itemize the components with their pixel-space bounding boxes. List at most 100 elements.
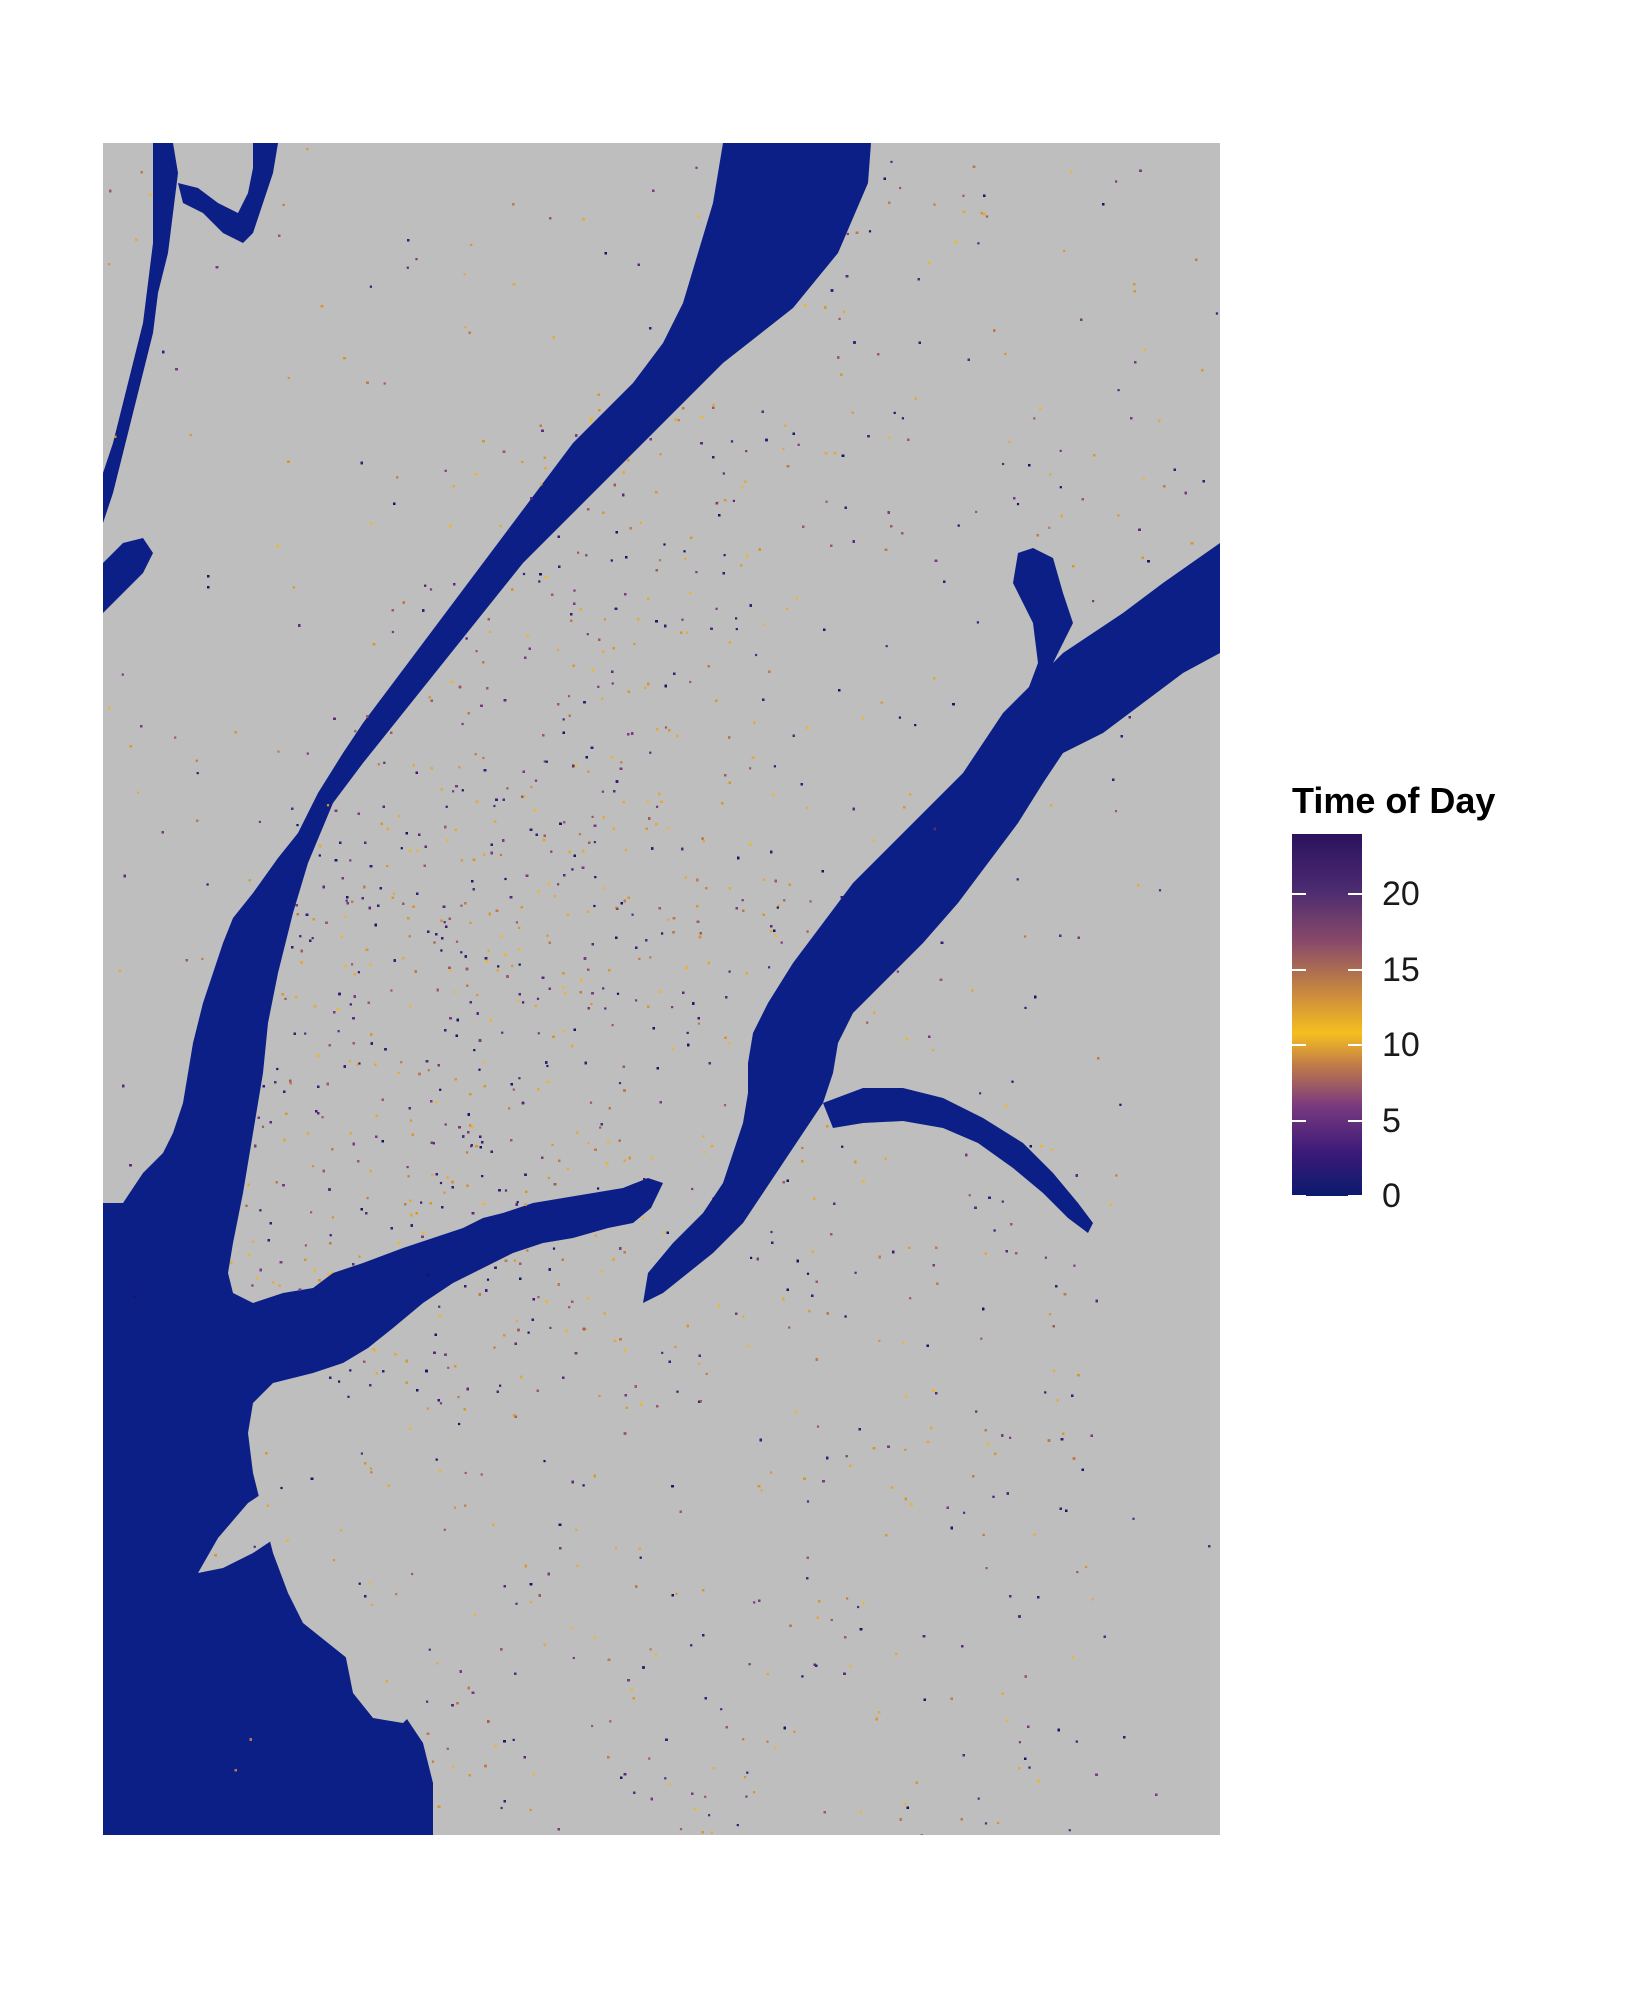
data-point: [416, 849, 419, 853]
data-point: [397, 1071, 400, 1075]
data-point: [618, 1139, 621, 1142]
data-point: [446, 1747, 449, 1750]
data-point: [1073, 1264, 1076, 1267]
data-point: [374, 1349, 377, 1352]
data-point: [614, 1547, 618, 1550]
data-point: [409, 1005, 412, 1008]
data-point: [252, 1240, 255, 1243]
data-point: [515, 1320, 518, 1323]
data-point: [518, 1077, 521, 1080]
data-point: [444, 469, 447, 472]
data-point: [568, 1306, 571, 1309]
data-point: [547, 1176, 550, 1179]
data-point: [578, 833, 581, 836]
data-point: [259, 1209, 262, 1212]
data-point: [432, 1142, 435, 1145]
data-point: [716, 501, 719, 504]
data-point: [318, 854, 321, 857]
data-point: [603, 618, 606, 621]
data-point: [108, 263, 111, 266]
data-point: [1048, 1313, 1052, 1316]
data-point: [457, 1396, 460, 1399]
data-point: [358, 1582, 361, 1585]
data-point: [793, 1730, 796, 1733]
data-point: [604, 1007, 607, 1010]
data-point: [304, 1244, 307, 1247]
data-point: [446, 1176, 449, 1179]
data-point: [296, 824, 299, 827]
data-point: [597, 1187, 600, 1190]
data-point: [577, 551, 580, 554]
data-point: [1024, 935, 1027, 938]
data-point: [746, 1771, 749, 1774]
data-point: [838, 317, 841, 320]
data-point: [908, 1246, 911, 1249]
data-point: [783, 899, 786, 902]
data-point: [977, 1797, 980, 1800]
data-point: [703, 1151, 706, 1154]
land-background: [103, 143, 1220, 1835]
data-point: [292, 586, 295, 589]
data-point: [1158, 889, 1162, 892]
data-point: [562, 1030, 566, 1033]
data-point: [1132, 1517, 1135, 1520]
data-point: [566, 1167, 569, 1170]
data-point: [845, 1455, 848, 1458]
data-point: [841, 1145, 844, 1148]
data-point: [888, 436, 891, 439]
data-point: [299, 935, 302, 938]
data-point: [543, 1460, 546, 1463]
data-point: [684, 876, 687, 879]
data-point: [661, 1351, 664, 1354]
data-point: [710, 1831, 713, 1834]
data-point: [602, 987, 605, 990]
data-point: [980, 1337, 983, 1340]
data-point: [553, 895, 556, 898]
map-panel: [103, 143, 1220, 1835]
data-point: [466, 1151, 469, 1154]
data-point: [920, 1834, 923, 1835]
data-point: [611, 682, 614, 685]
data-point: [985, 215, 989, 218]
data-point: [609, 1720, 612, 1723]
data-point: [482, 1061, 485, 1064]
data-point: [351, 963, 354, 966]
data-point: [618, 1082, 622, 1085]
brooklyn-waterfront: [343, 1613, 438, 1723]
data-point: [482, 756, 485, 760]
data-point: [732, 499, 735, 502]
data-point: [253, 1545, 256, 1548]
data-point: [516, 1201, 519, 1204]
data-point: [435, 1101, 438, 1104]
data-point: [564, 992, 567, 995]
data-point: [377, 763, 380, 766]
data-point: [444, 1123, 447, 1126]
data-point: [576, 1564, 579, 1567]
data-point: [504, 877, 507, 881]
data-point: [508, 1107, 511, 1110]
data-point: [515, 921, 518, 924]
data-point: [1215, 312, 1218, 315]
data-point: [816, 1425, 820, 1428]
data-point: [546, 1064, 549, 1068]
data-point: [898, 716, 901, 719]
data-point: [675, 1592, 678, 1595]
hackensack-river: [103, 143, 178, 523]
data-point: [398, 815, 401, 818]
data-point: [431, 1760, 435, 1763]
data-point: [649, 956, 652, 959]
data-point: [420, 1201, 423, 1204]
data-point: [572, 1656, 575, 1660]
data-point: [455, 940, 459, 943]
data-point: [806, 930, 809, 933]
data-point: [690, 1644, 693, 1647]
data-point: [872, 839, 875, 842]
data-point: [347, 1395, 350, 1398]
data-point: [684, 557, 687, 560]
data-point: [664, 1777, 667, 1780]
data-point: [326, 804, 330, 807]
data-point: [785, 607, 789, 611]
data-point: [715, 607, 718, 610]
data-point: [478, 1068, 481, 1071]
data-point: [549, 1326, 552, 1329]
